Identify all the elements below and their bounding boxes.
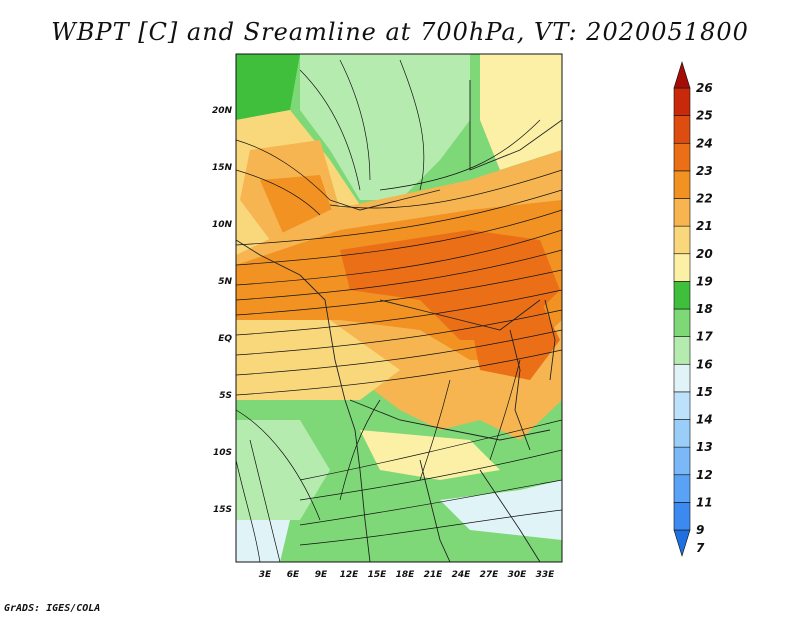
- lon-label: 15E: [368, 570, 388, 580]
- colorbar-label: 16: [696, 357, 713, 371]
- map-frame: [235, 53, 563, 563]
- colorbar-segment: [673, 419, 691, 448]
- colorbar-label: 25: [696, 109, 713, 123]
- colorbar-segment: [673, 225, 691, 255]
- lon-label: 6E: [287, 570, 300, 580]
- colorbar-label: 23: [696, 164, 713, 178]
- colorbar-segment: [673, 198, 691, 227]
- colorbar-segment: [673, 253, 691, 282]
- lon-label: 12E: [340, 570, 360, 580]
- lon-label: 30E: [508, 570, 528, 580]
- colorbar-segment: [673, 502, 691, 531]
- colorbar-segment: [673, 336, 691, 365]
- streamlines: [236, 59, 562, 562]
- lat-label: 15S: [213, 505, 232, 515]
- lat-label: 10N: [212, 220, 233, 230]
- colorbar-label: 19: [696, 274, 713, 288]
- colorbar-label: 22: [696, 192, 713, 206]
- colorbar-label: 20: [696, 247, 713, 261]
- colorbar-segment: [673, 363, 691, 393]
- colorbar-label: 9: [696, 523, 704, 537]
- colorbar-segment: [673, 115, 691, 144]
- colorbar-segment: [673, 308, 691, 337]
- credit-label: GrADS: IGES/COLA: [4, 603, 101, 614]
- lat-label: 10S: [213, 448, 232, 458]
- colorbar-label: 21: [696, 219, 713, 233]
- colorbar-bottom-triangle: [673, 529, 691, 558]
- wbpt-field: [236, 54, 562, 562]
- map-title: WBPT [C] and Sreamline at 700hPa, VT: 20…: [51, 18, 749, 46]
- colorbar-segment: [673, 281, 691, 310]
- lon-label: 18E: [396, 570, 416, 580]
- colorbar-label: 17: [696, 330, 713, 344]
- colorbar-segment: [673, 446, 691, 476]
- lat-label: 15N: [212, 163, 233, 173]
- colorbar-segment: [673, 391, 691, 420]
- colorbar-label: 15: [696, 385, 713, 399]
- lon-label: 24E: [452, 570, 472, 580]
- lat-label: 20N: [212, 106, 233, 116]
- colorbar-label: 12: [696, 468, 713, 482]
- colorbar-top-triangle: [673, 60, 691, 89]
- colorbar-label: 13: [696, 440, 713, 454]
- colorbar-label: 14: [696, 413, 713, 427]
- colorbar-segment: [673, 142, 691, 172]
- lon-axis: 3E 6E 9E 12E 15E 18E 21E 24E 27E 30E 33E: [259, 570, 555, 580]
- lon-label: 3E: [259, 570, 272, 580]
- colorbar-label: 7: [696, 541, 705, 555]
- colorbar-label: 18: [696, 302, 713, 316]
- lon-label: 21E: [424, 570, 444, 580]
- lat-label: 5S: [219, 391, 232, 401]
- colorbar-label: 26: [696, 81, 713, 95]
- lon-label: 33E: [536, 570, 556, 580]
- colorbar: 7 9 11 12 13 14 15 16 17 18 19 20 21 22 23 24 25 26: [673, 60, 713, 558]
- lon-label: 27E: [480, 570, 500, 580]
- colorbar-label: 11: [696, 495, 713, 509]
- lon-label: 9E: [315, 570, 328, 580]
- borders: [236, 80, 562, 562]
- lat-label: 5N: [218, 277, 232, 287]
- colorbar-segment: [673, 87, 691, 116]
- colorbar-segment: [673, 170, 691, 199]
- colorbar-label: 24: [696, 136, 713, 150]
- lat-label: EQ: [218, 334, 232, 344]
- lat-axis: 20N 15N 10N 5N EQ 5S 10S 15S: [212, 106, 233, 515]
- colorbar-segment: [673, 474, 691, 503]
